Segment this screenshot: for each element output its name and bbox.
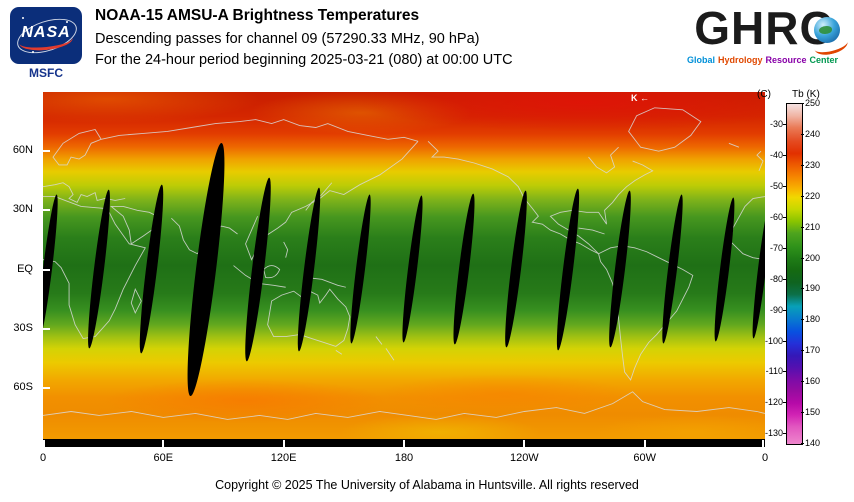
lat-tickmark-icon (43, 150, 50, 153)
lon-label: 60E (153, 452, 174, 464)
lon-tickmark-icon (643, 440, 646, 447)
swath-gap (553, 187, 583, 351)
swath-gap (346, 194, 374, 344)
lon-label: 60W (633, 452, 656, 464)
lon-tickmark-icon (282, 440, 285, 447)
colorbar-c-tick-label: -90 (769, 304, 783, 315)
title-block: NOAA-15 AMSU-A Brightness Temperatures D… (95, 8, 513, 75)
colorbar-k-tick-label: 190 (805, 283, 821, 294)
colorbar-kelvin-unit: Tb (K) (792, 89, 820, 100)
colorbar-c-tick-label: -80 (769, 273, 783, 284)
colorbar-k-tick-label: 140 (805, 438, 821, 448)
lat-label: 60S (13, 380, 33, 393)
colorbar-c-tick-label: -70 (769, 242, 783, 253)
ghrc-logo: GHRC Global Hydrology Resource Center (678, 2, 850, 65)
msfc-label: MSFC (29, 66, 63, 80)
colorbar-k-tick-label: 210 (805, 221, 821, 232)
colorbar-k-tick-label: 240 (805, 128, 821, 139)
swath-gap (449, 192, 479, 346)
ghrc-tagline-word: Center (809, 55, 839, 65)
lon-tickmark-icon (523, 440, 526, 447)
colorbar-k-tick-label: 170 (805, 345, 821, 356)
lon-tickmark-icon (162, 440, 165, 447)
colorbar-k-tick-label: 200 (805, 252, 821, 263)
swath-gap (293, 186, 325, 352)
colorbar-celsius-unit: (C) (757, 89, 771, 100)
colorbar-c-tick-label: -40 (769, 150, 783, 161)
colorbar (786, 103, 803, 445)
colorbar-k-tick-label: 220 (805, 190, 821, 201)
ghrc-tagline: Global Hydrology Resource Center (678, 55, 850, 65)
ghrc-tagline-word: Global (686, 55, 715, 65)
colorbar-k-tick-label: 230 (805, 159, 821, 170)
colorbar-k-tick-label: 160 (805, 376, 821, 387)
swath-gap (135, 183, 167, 355)
swath-gap (180, 141, 232, 397)
swath-gap (501, 189, 531, 349)
subtitle-channel: Descending passes for channel 09 (57290.… (95, 30, 480, 47)
lat-tickmark-icon (43, 268, 50, 271)
coastlines-overlay (43, 107, 765, 420)
swath-gap (605, 189, 635, 349)
lat-label: EQ (17, 262, 33, 275)
ghrc-tagline-word: Resource (765, 55, 807, 65)
colorbar-k-tick-label: 150 (805, 407, 821, 418)
colorbar-c-tick-label: -130 (764, 428, 783, 439)
lat-label: 30N (12, 203, 33, 216)
colorbar-c-tick-label: -50 (769, 180, 783, 191)
swath-gap (398, 195, 426, 343)
swath-gap (240, 176, 276, 362)
swath-gap (658, 194, 686, 344)
swath-gap (749, 199, 765, 339)
lon-label: 120E (270, 452, 297, 464)
lat-tickmark-icon (43, 386, 50, 389)
page-title: NOAA-15 AMSU-A Brightness Temperatures (95, 7, 420, 24)
lon-label: 120W (509, 452, 539, 464)
colorbar-c-tick-label: -30 (769, 119, 783, 130)
colorbar-c-tick-label: -60 (769, 211, 783, 222)
lon-label: 0 (761, 452, 769, 464)
lat-tickmark-icon (43, 327, 50, 330)
swath-gap-layer (43, 92, 765, 439)
swath-gap (710, 196, 738, 342)
lon-tickmark-icon (762, 440, 764, 447)
brightness-temperature-map: K ← (43, 92, 765, 447)
temperature-field (43, 92, 765, 439)
nasa-star-icon (22, 17, 24, 19)
map-artifact-label: K ← (631, 93, 649, 103)
globe-icon (814, 17, 840, 43)
copyright-notice: Copyright © 2025 The University of Alaba… (215, 478, 639, 492)
lat-label: 30S (13, 321, 33, 334)
swath-gap (84, 188, 114, 350)
nasa-star-icon (32, 51, 34, 53)
subtitle-period: For the 24-hour period beginning 2025-03… (95, 52, 513, 68)
nasa-star-icon (66, 21, 68, 23)
lat-label: 60N (12, 144, 33, 157)
lon-label: 0 (39, 452, 47, 464)
nasa-wordmark: NASA (21, 24, 71, 41)
colorbar-c-tick-label: -120 (764, 397, 783, 408)
ghrc-tagline-word: Hydrology (717, 55, 763, 65)
lon-tickmark-icon (43, 440, 45, 447)
colorbar-c-tick-label: -100 (764, 335, 783, 346)
globe-land-icon (819, 26, 832, 34)
lon-label: 180 (394, 452, 414, 464)
nasa-logo: NASA (10, 7, 82, 64)
ghrc-wordmark: GHRC (694, 2, 834, 54)
colorbar-k-tick-label: 180 (805, 314, 821, 325)
lat-tickmark-icon (43, 209, 50, 212)
lon-tickmark-icon (403, 440, 405, 447)
colorbar-c-tick-label: -110 (765, 366, 783, 377)
